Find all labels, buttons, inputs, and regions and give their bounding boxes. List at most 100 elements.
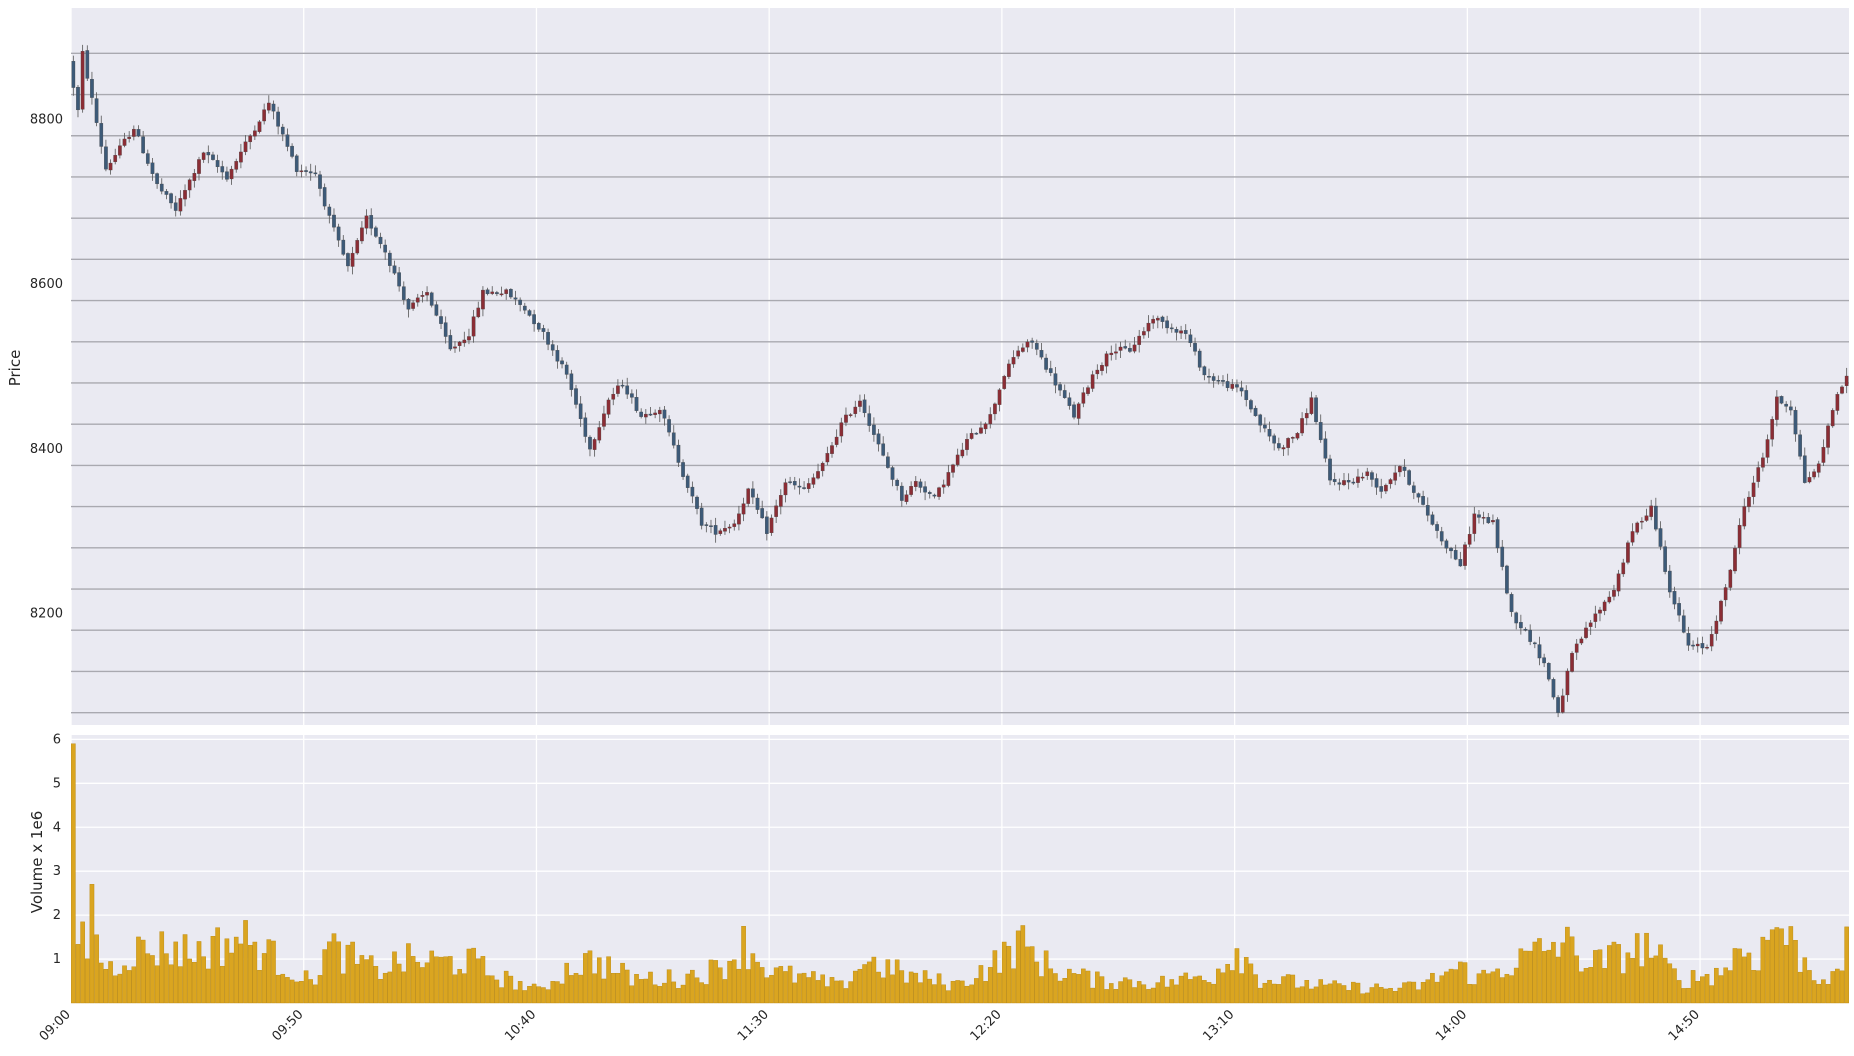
candle (927, 490, 932, 499)
candle (532, 309, 536, 332)
volume-bar (1383, 988, 1389, 1004)
volume-panel: 1 2 3 4 5 6 (53, 732, 1849, 1004)
volume-tick-label: 5 (53, 776, 61, 791)
candle (1021, 343, 1025, 353)
candle (1263, 417, 1267, 433)
candle (1132, 337, 1137, 354)
candle (1188, 328, 1193, 347)
candle (1458, 551, 1463, 567)
candle (1546, 662, 1551, 682)
volume-bar (676, 988, 681, 1004)
volume-bar (159, 931, 165, 1004)
candle (1677, 597, 1681, 622)
volume-bar (578, 974, 583, 1004)
candle (1667, 564, 1672, 598)
candle (1277, 437, 1281, 451)
candle (546, 328, 550, 351)
volume-bar (1113, 989, 1119, 1004)
volume-bar (1551, 941, 1556, 1004)
candle (308, 163, 313, 181)
candle (1155, 315, 1160, 329)
candle (1179, 325, 1183, 340)
volume-bar (1174, 984, 1179, 1004)
candle (266, 95, 271, 114)
price-axis-label: Price (6, 350, 24, 387)
volume-bar (1667, 963, 1673, 1004)
candle (1514, 611, 1519, 630)
candle (625, 377, 630, 399)
candle (132, 125, 136, 141)
volume-bar (247, 945, 253, 1004)
volume-bar (71, 743, 76, 1004)
volume-bar (750, 953, 756, 1004)
volume-bar (610, 973, 616, 1004)
candle (1193, 337, 1197, 356)
candle (848, 413, 853, 418)
candle (1146, 315, 1151, 338)
time-tick-label: 13:10 (1200, 1007, 1237, 1044)
volume-bar (1416, 989, 1421, 1004)
candle (229, 165, 234, 185)
volume-bar (1658, 944, 1663, 1004)
candle (429, 291, 434, 308)
volume-bar (229, 952, 234, 1004)
volume-bar (1374, 983, 1379, 1004)
volume-bar (1355, 982, 1361, 1004)
candle (1016, 345, 1021, 360)
volume-bar (1299, 986, 1305, 1004)
candle (1216, 375, 1221, 385)
volume-bar (1476, 973, 1482, 1004)
candle (1058, 381, 1062, 396)
candle (1202, 365, 1207, 381)
candle (834, 429, 839, 448)
candle (820, 461, 825, 477)
candle (1630, 523, 1635, 546)
volume-bar (359, 955, 365, 1004)
volume-bar (1783, 945, 1789, 1004)
price-panel: 8200 8400 8600 8800 (30, 8, 1849, 725)
volume-bar (769, 974, 774, 1004)
candle (671, 425, 676, 449)
volume-bar (1164, 986, 1170, 1004)
candle (1495, 517, 1500, 553)
time-axis: 09:00 09:50 10:40 11:30 12:20 13:10 14:00 14:50 (37, 1007, 1703, 1044)
volume-bar (1071, 973, 1077, 1004)
candle (1742, 498, 1747, 530)
volume-bar (354, 963, 360, 1004)
volume-bar (327, 941, 332, 1004)
candle (1258, 413, 1263, 433)
candle (192, 168, 197, 188)
candle (1612, 584, 1616, 601)
candle (1551, 677, 1556, 700)
candle (1290, 436, 1295, 444)
candle (1416, 492, 1421, 503)
volume-bar (1574, 955, 1580, 1004)
volume-bar (1523, 950, 1528, 1004)
time-tick-label: 09:00 (37, 1007, 74, 1044)
candle (597, 421, 602, 444)
candle (1579, 636, 1584, 646)
volume-bar (1234, 948, 1240, 1004)
volume-bar (1751, 970, 1756, 1004)
time-tick-label: 11:30 (735, 1007, 772, 1044)
volume-bar (932, 984, 937, 1004)
volume-bar (1425, 979, 1431, 1004)
volume-bar (299, 981, 304, 1004)
candle (550, 340, 555, 356)
volume-bar (1616, 944, 1621, 1004)
candle (355, 238, 360, 255)
candle (1835, 391, 1840, 415)
volume-bar (871, 956, 877, 1004)
candle (374, 225, 378, 238)
candle (653, 409, 657, 419)
volume-bar (1020, 925, 1026, 1004)
volume-bar (438, 956, 444, 1004)
volume-bar (336, 941, 341, 1004)
volume-bar (1555, 956, 1561, 1004)
volume-bar (601, 978, 607, 1004)
volume-bar (1229, 970, 1235, 1004)
candle (1607, 591, 1612, 604)
candle (872, 417, 876, 442)
candle (383, 239, 388, 260)
